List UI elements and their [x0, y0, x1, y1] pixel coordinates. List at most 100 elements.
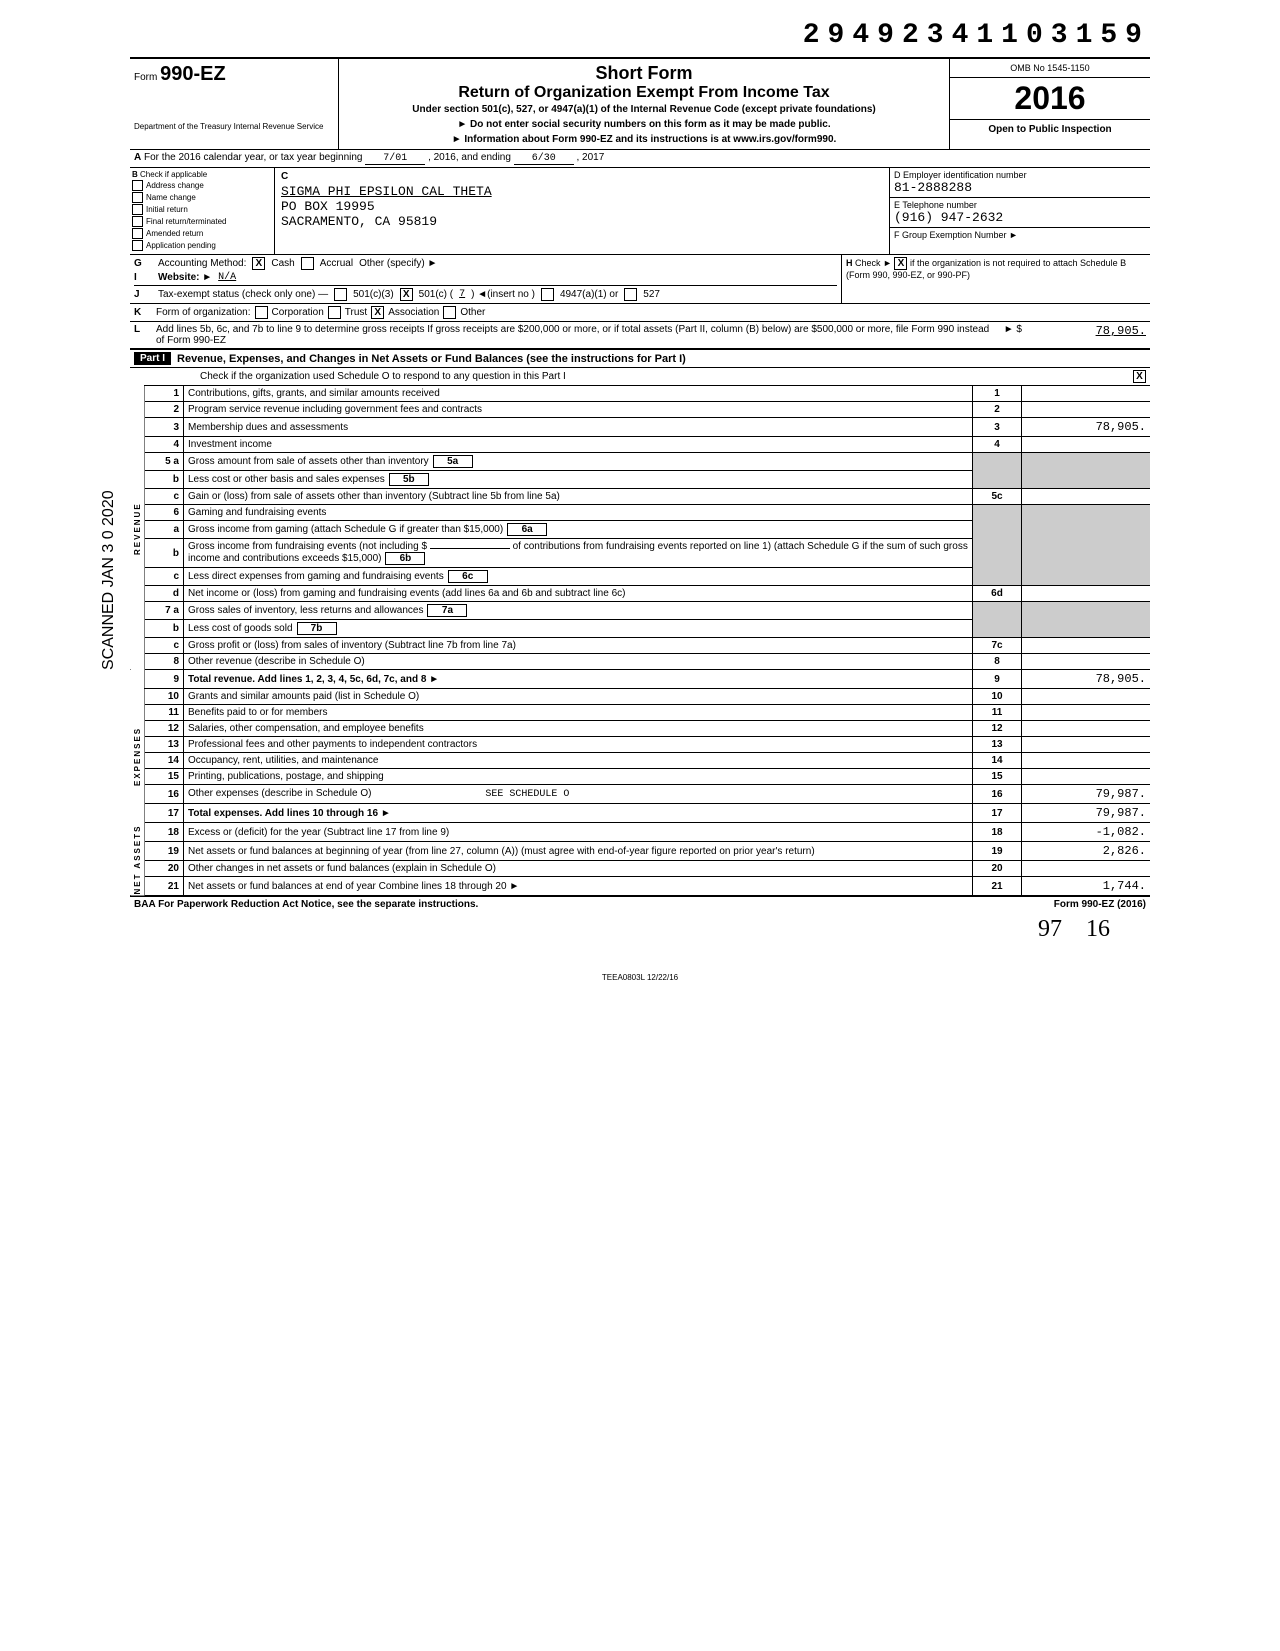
- line14-amt: [1022, 753, 1151, 769]
- open-public: Open to Public Inspection: [950, 119, 1150, 139]
- col-c: C SIGMA PHI EPSILON CAL THETA PO BOX 199…: [275, 168, 890, 254]
- b-item-1: Name change: [146, 193, 196, 202]
- chk-initial[interactable]: [132, 204, 143, 215]
- line10-amt: [1022, 689, 1151, 705]
- line10-text: Grants and similar amounts paid (list in…: [184, 689, 973, 705]
- line19-text: Net assets or fund balances at beginning…: [184, 842, 973, 861]
- line6a-sub: 6a: [507, 523, 547, 536]
- line1-box: 1: [973, 386, 1022, 402]
- shade-7: [973, 602, 1022, 638]
- b-item-0: Address change: [146, 181, 204, 190]
- row-a: A For the 2016 calendar year, or tax yea…: [130, 149, 1150, 167]
- chk-h[interactable]: X: [894, 257, 907, 270]
- side-expenses: EXPENSES: [130, 689, 145, 823]
- b-item-5: Application pending: [146, 241, 216, 250]
- line21-text: Net assets or fund balances at end of ye…: [188, 881, 507, 892]
- chk-amended[interactable]: [132, 228, 143, 239]
- tax-year-end: 6/30: [514, 153, 574, 165]
- line18-n: 18: [145, 823, 184, 842]
- hand-97: 97: [1038, 916, 1062, 942]
- line7a-n: 7 a: [145, 602, 184, 620]
- line5b-text: Less cost or other basis and sales expen…: [188, 474, 385, 485]
- k-label: Form of organization:: [156, 307, 251, 318]
- line16-note: SEE SCHEDULE O: [485, 789, 569, 800]
- l-val: 78,905.: [1026, 324, 1146, 338]
- line21-box: 21: [973, 877, 1022, 896]
- line7a-text: Gross sales of inventory, less returns a…: [188, 605, 423, 616]
- row-a-mid: , 2016, and ending: [428, 152, 511, 163]
- line5b-n: b: [145, 471, 184, 489]
- line7c-amt: [1022, 638, 1151, 654]
- line13-text: Professional fees and other payments to …: [184, 737, 973, 753]
- line3-amt: 78,905.: [1022, 418, 1151, 437]
- shade-5: [973, 453, 1022, 489]
- line15-text: Printing, publications, postage, and shi…: [184, 769, 973, 785]
- letter-b: B: [132, 170, 138, 179]
- shade-5amt: [1022, 453, 1151, 489]
- line2-n: 2: [145, 402, 184, 418]
- chk-pending[interactable]: [132, 240, 143, 251]
- footer-right: Form 990-EZ (2016): [1054, 899, 1146, 910]
- j-label: Tax-exempt status (check only one) —: [158, 289, 328, 300]
- chk-501c[interactable]: X: [400, 288, 413, 301]
- letter-i: I: [134, 272, 152, 283]
- line20-text: Other changes in net assets or fund bala…: [184, 861, 973, 877]
- chk-501c3[interactable]: [334, 288, 347, 301]
- line9-text: Total revenue. Add lines 1, 2, 3, 4, 5c,…: [188, 674, 426, 685]
- l-text: Add lines 5b, 6c, and 7b to line 9 to de…: [156, 324, 1000, 346]
- org-addr2: SACRAMENTO, CA 95819: [281, 214, 883, 229]
- chk-final[interactable]: [132, 216, 143, 227]
- tax-year-begin: 7/01: [365, 153, 425, 165]
- g-label: Accounting Method:: [158, 258, 246, 269]
- chk-schedO[interactable]: X: [1133, 370, 1146, 383]
- subtitle-2: ► Do not enter social security numbers o…: [345, 119, 943, 130]
- c-label: C: [281, 171, 288, 182]
- chk-corp[interactable]: [255, 306, 268, 319]
- e-label: E Telephone number: [894, 200, 977, 210]
- scanned-stamp: SCANNED JAN 3 0 2020: [100, 490, 118, 670]
- shade-6amt: [1022, 505, 1151, 586]
- chk-other[interactable]: [443, 306, 456, 319]
- line17-amt: 79,987.: [1022, 804, 1151, 823]
- chk-assoc[interactable]: X: [371, 306, 384, 319]
- line2-amt: [1022, 402, 1151, 418]
- chk-name[interactable]: [132, 192, 143, 203]
- line13-n: 13: [145, 737, 184, 753]
- line17-box: 17: [973, 804, 1022, 823]
- b-item-2: Initial return: [146, 205, 188, 214]
- chk-accrual[interactable]: [301, 257, 314, 270]
- k-corp: Corporation: [272, 307, 324, 318]
- line17-text: Total expenses. Add lines 10 through 16: [188, 808, 378, 819]
- k-trust: Trust: [345, 307, 367, 318]
- chk-527[interactable]: [624, 288, 637, 301]
- chk-trust[interactable]: [328, 306, 341, 319]
- letter-j: J: [134, 289, 152, 300]
- hand-16: 16: [1086, 916, 1110, 942]
- line7b-sub: 7b: [297, 622, 337, 635]
- line7b-n: b: [145, 620, 184, 638]
- chk-cash[interactable]: X: [252, 257, 265, 270]
- chk-address[interactable]: [132, 180, 143, 191]
- col-b: B Check if applicable Address change Nam…: [130, 168, 275, 254]
- part1-title: Revenue, Expenses, and Changes in Net As…: [177, 353, 686, 365]
- chk-4947[interactable]: [541, 288, 554, 301]
- line21-amt: 1,744.: [1022, 877, 1151, 896]
- line6c-sub: 6c: [448, 570, 488, 583]
- line5c-text: Gain or (loss) from sale of assets other…: [184, 489, 973, 505]
- line14-n: 14: [145, 753, 184, 769]
- line6b-n: b: [145, 539, 184, 568]
- line8-amt: [1022, 654, 1151, 670]
- b-item-3: Final return/terminated: [146, 217, 226, 226]
- line20-amt: [1022, 861, 1151, 877]
- line5a-n: 5 a: [145, 453, 184, 471]
- line11-n: 11: [145, 705, 184, 721]
- line6d-amt: [1022, 586, 1151, 602]
- line6-text: Gaming and fundraising events: [184, 505, 973, 521]
- line21-arrow: ►: [509, 881, 519, 892]
- line9-arrow: ►: [429, 674, 439, 685]
- line6b-text: Gross income from fundraising events (no…: [188, 541, 427, 552]
- line1-text: Contributions, gifts, grants, and simila…: [184, 386, 973, 402]
- b-label: Check if applicable: [140, 170, 207, 179]
- title-main: Return of Organization Exempt From Incom…: [345, 84, 943, 102]
- line15-amt: [1022, 769, 1151, 785]
